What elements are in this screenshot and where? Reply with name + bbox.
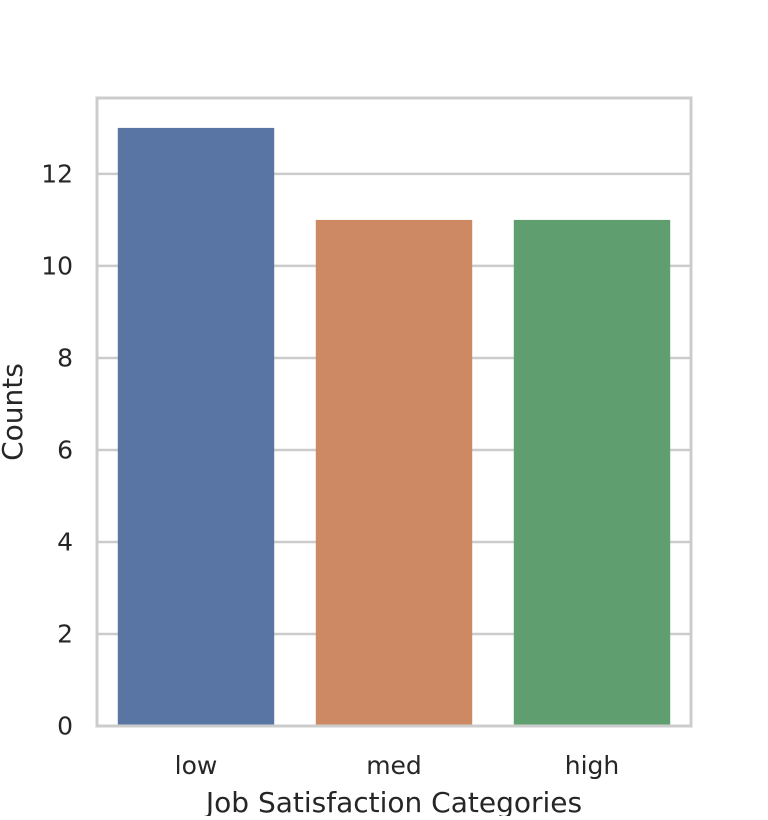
y-tick-label: 2: [57, 619, 73, 648]
y-tick-label: 6: [57, 435, 73, 464]
y-axis-title: Counts: [0, 363, 29, 461]
y-tick-label: 4: [57, 527, 73, 556]
y-tick-label: 8: [57, 343, 73, 372]
x-tick-label-low: low: [175, 751, 218, 780]
plot-frame: [95, 96, 693, 728]
bar-low: [117, 127, 275, 726]
y-tick-labels: 0 2 4 6 8 10 12: [41, 159, 73, 740]
x-tick-labels: low med high: [175, 751, 620, 780]
y-tick-label: 0: [57, 712, 73, 741]
x-tick-label-high: high: [565, 751, 620, 780]
bar-med: [315, 219, 473, 726]
y-tick-label: 10: [41, 251, 73, 280]
x-tick-label-med: med: [366, 751, 422, 780]
y-tick-label: 12: [41, 159, 73, 188]
bars-layer: [117, 127, 671, 726]
bar-high: [513, 219, 671, 726]
x-axis-title: Job Satisfaction Categories: [204, 786, 582, 816]
